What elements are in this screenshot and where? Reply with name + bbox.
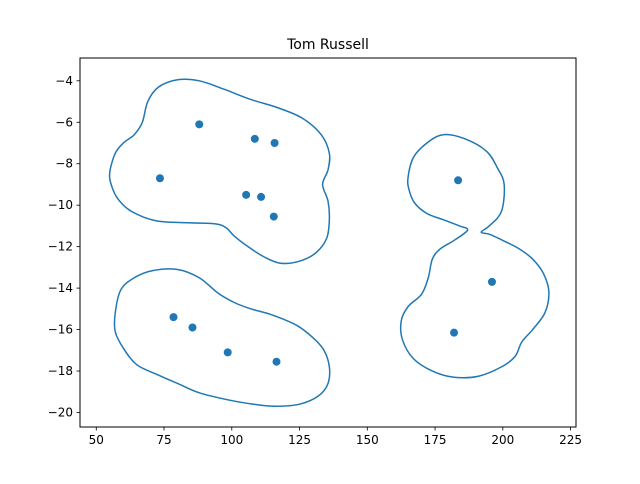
x-tick-label: 150 [356, 433, 379, 447]
y-tick-label: −20 [48, 405, 73, 419]
x-tick-label: 125 [288, 433, 311, 447]
data-point [242, 190, 251, 199]
x-tick-label: 225 [559, 433, 582, 447]
points-layer [155, 120, 496, 366]
data-point [169, 313, 178, 322]
y-tick-label: −10 [48, 198, 73, 212]
x-tick-label: 175 [424, 433, 447, 447]
x-tick-label: 50 [89, 433, 104, 447]
data-point [188, 323, 197, 332]
x-tick-label: 200 [491, 433, 514, 447]
data-point [269, 212, 278, 221]
chart-title: Tom Russell [286, 37, 369, 53]
contour-group-1 [108, 78, 331, 265]
y-tick-label: −18 [48, 364, 73, 378]
contour-layer [108, 78, 550, 408]
y-tick-label: −4 [55, 74, 73, 88]
data-point [270, 138, 279, 147]
data-point [272, 357, 281, 366]
y-tick-label: −12 [48, 240, 73, 254]
x-tick-label: 100 [220, 433, 243, 447]
data-point [155, 174, 164, 183]
y-tick-label: −6 [55, 115, 73, 129]
data-point [487, 277, 496, 286]
data-point [250, 134, 259, 143]
contour-group-3 [399, 133, 550, 379]
x-axis: 50 75 100 125 150 175 200 225 [89, 427, 582, 447]
x-tick-label: 75 [156, 433, 171, 447]
data-point [195, 120, 204, 129]
y-tick-label: −8 [55, 157, 73, 171]
y-axis: −4 −6 −8 −10 −12 −14 −16 −18 −20 [48, 74, 80, 419]
contour-group-2 [113, 268, 331, 408]
y-tick-label: −14 [48, 281, 73, 295]
data-point [450, 328, 459, 337]
data-point [257, 192, 266, 201]
y-tick-label: −16 [48, 323, 73, 337]
data-point [223, 348, 232, 357]
data-point [454, 176, 463, 185]
plot-frame [79, 57, 577, 428]
